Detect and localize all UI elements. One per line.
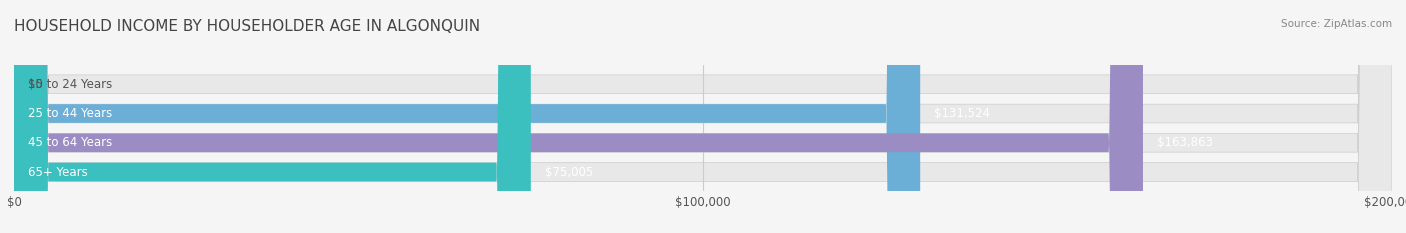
- FancyBboxPatch shape: [14, 0, 1392, 233]
- Text: $163,863: $163,863: [1157, 136, 1212, 149]
- Text: $75,005: $75,005: [544, 165, 593, 178]
- Text: 65+ Years: 65+ Years: [28, 165, 87, 178]
- Text: Source: ZipAtlas.com: Source: ZipAtlas.com: [1281, 19, 1392, 29]
- FancyBboxPatch shape: [14, 0, 1392, 233]
- Text: $0: $0: [28, 78, 42, 91]
- FancyBboxPatch shape: [14, 0, 1143, 233]
- FancyBboxPatch shape: [14, 0, 1392, 233]
- FancyBboxPatch shape: [14, 0, 920, 233]
- Text: HOUSEHOLD INCOME BY HOUSEHOLDER AGE IN ALGONQUIN: HOUSEHOLD INCOME BY HOUSEHOLDER AGE IN A…: [14, 19, 481, 34]
- Text: 25 to 44 Years: 25 to 44 Years: [28, 107, 112, 120]
- FancyBboxPatch shape: [14, 0, 1392, 233]
- Text: $131,524: $131,524: [934, 107, 990, 120]
- Text: 15 to 24 Years: 15 to 24 Years: [28, 78, 112, 91]
- Text: 45 to 64 Years: 45 to 64 Years: [28, 136, 112, 149]
- FancyBboxPatch shape: [14, 0, 531, 233]
